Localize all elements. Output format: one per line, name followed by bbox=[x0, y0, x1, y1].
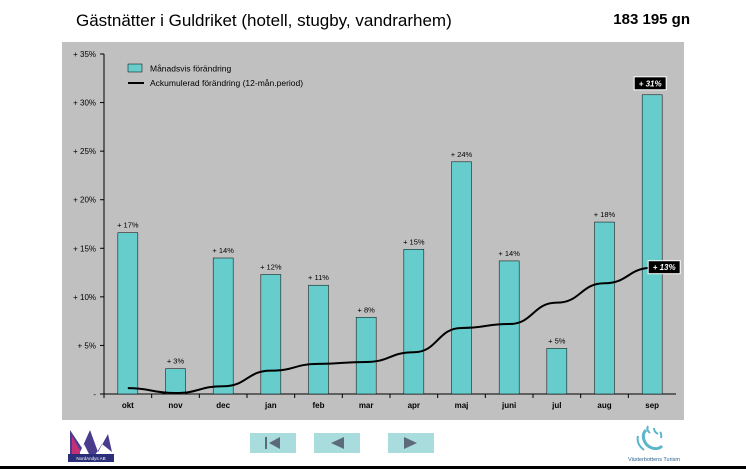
series-line bbox=[127, 266, 653, 395]
y-tick-label: + 25% bbox=[73, 147, 96, 156]
bar bbox=[308, 284, 329, 395]
line-end-label-box bbox=[647, 260, 681, 275]
y-tick-label: + 15% bbox=[73, 244, 96, 253]
bar-label: + 14% bbox=[498, 249, 520, 258]
vasterbottens-turism-logo: Västerbottens Turism bbox=[624, 424, 684, 464]
bar-label: + 24% bbox=[451, 150, 473, 159]
previous-slide-button[interactable] bbox=[314, 433, 360, 453]
bar bbox=[451, 161, 472, 395]
footer bbox=[0, 420, 746, 466]
x-tick-label: aug bbox=[597, 401, 611, 410]
bar bbox=[594, 221, 615, 395]
x-tick-label: apr bbox=[408, 401, 420, 410]
bar-label: + 14% bbox=[212, 246, 234, 255]
legend-line-label: Ackumulerad förändring (12-mån.period) bbox=[150, 78, 303, 88]
y-tick-label: - bbox=[93, 390, 96, 399]
bar-label: + 5% bbox=[548, 336, 566, 345]
x-tick-label: jul bbox=[551, 401, 561, 410]
bar bbox=[212, 257, 234, 395]
arrow-right-icon bbox=[404, 437, 417, 449]
bar bbox=[117, 232, 139, 395]
line-end-label: + 13% bbox=[653, 263, 676, 272]
x-tick-label: juni bbox=[501, 401, 516, 410]
bar-label: + 3% bbox=[167, 357, 185, 366]
bar-label-box bbox=[633, 76, 667, 91]
bar bbox=[355, 317, 377, 395]
bar-label: + 17% bbox=[117, 221, 139, 230]
bar-label: + 31% bbox=[639, 79, 662, 88]
legend-bar-swatch bbox=[127, 63, 143, 73]
x-tick-label: dec bbox=[216, 401, 230, 410]
left-logo-text: NordAndys AB bbox=[76, 456, 105, 461]
y-tick-label: + 10% bbox=[73, 293, 96, 302]
bar bbox=[641, 94, 663, 395]
x-tick-label: sep bbox=[645, 401, 659, 410]
x-tick-label: maj bbox=[455, 401, 469, 410]
y-tick-label: + 30% bbox=[73, 99, 96, 108]
x-tick-label: nov bbox=[168, 401, 183, 410]
chart-area: - + 5% + 10% + 15% + 20% + 25% + 30% + 35% okt + … bbox=[62, 42, 684, 420]
y-tick-label: + 35% bbox=[73, 50, 96, 59]
y-tick-label: + 20% bbox=[73, 196, 96, 205]
bar bbox=[165, 368, 186, 395]
nordandys-logo: NordAndys AB bbox=[68, 426, 114, 462]
bar bbox=[260, 274, 282, 395]
total-count: 183 195 gn bbox=[613, 11, 690, 28]
bar-label: + 11% bbox=[308, 273, 329, 282]
y-tick-label: + 5% bbox=[78, 341, 96, 350]
bar bbox=[403, 249, 425, 395]
bar bbox=[498, 260, 520, 395]
page-title: Gästnätter i Guldriket (hotell, stugby, … bbox=[76, 11, 452, 30]
first-slide-button[interactable] bbox=[250, 433, 296, 453]
chart: - + 5% + 10% + 15% + 20% + 25% + 30% + 35% okt + … bbox=[73, 50, 681, 410]
bar-label: + 12% bbox=[260, 263, 282, 272]
bar-label: + 15% bbox=[403, 237, 425, 246]
legend-bar-label: Månadsvis förändring bbox=[150, 64, 232, 74]
bar-label: + 18% bbox=[594, 210, 616, 219]
x-tick-label: mar bbox=[359, 401, 374, 410]
bar-label: + 8% bbox=[358, 305, 376, 314]
header: Gästnätter i Guldriket (hotell, stugby, … bbox=[0, 0, 746, 42]
arrow-left-icon bbox=[331, 437, 344, 449]
skip-back-icon bbox=[265, 437, 280, 449]
next-slide-button[interactable] bbox=[388, 433, 434, 453]
x-tick-label: okt bbox=[122, 401, 134, 410]
x-tick-label: jan bbox=[264, 401, 277, 410]
right-logo-text: Västerbottens Turism bbox=[628, 457, 680, 463]
x-tick-label: feb bbox=[313, 401, 325, 410]
bar bbox=[546, 348, 568, 395]
